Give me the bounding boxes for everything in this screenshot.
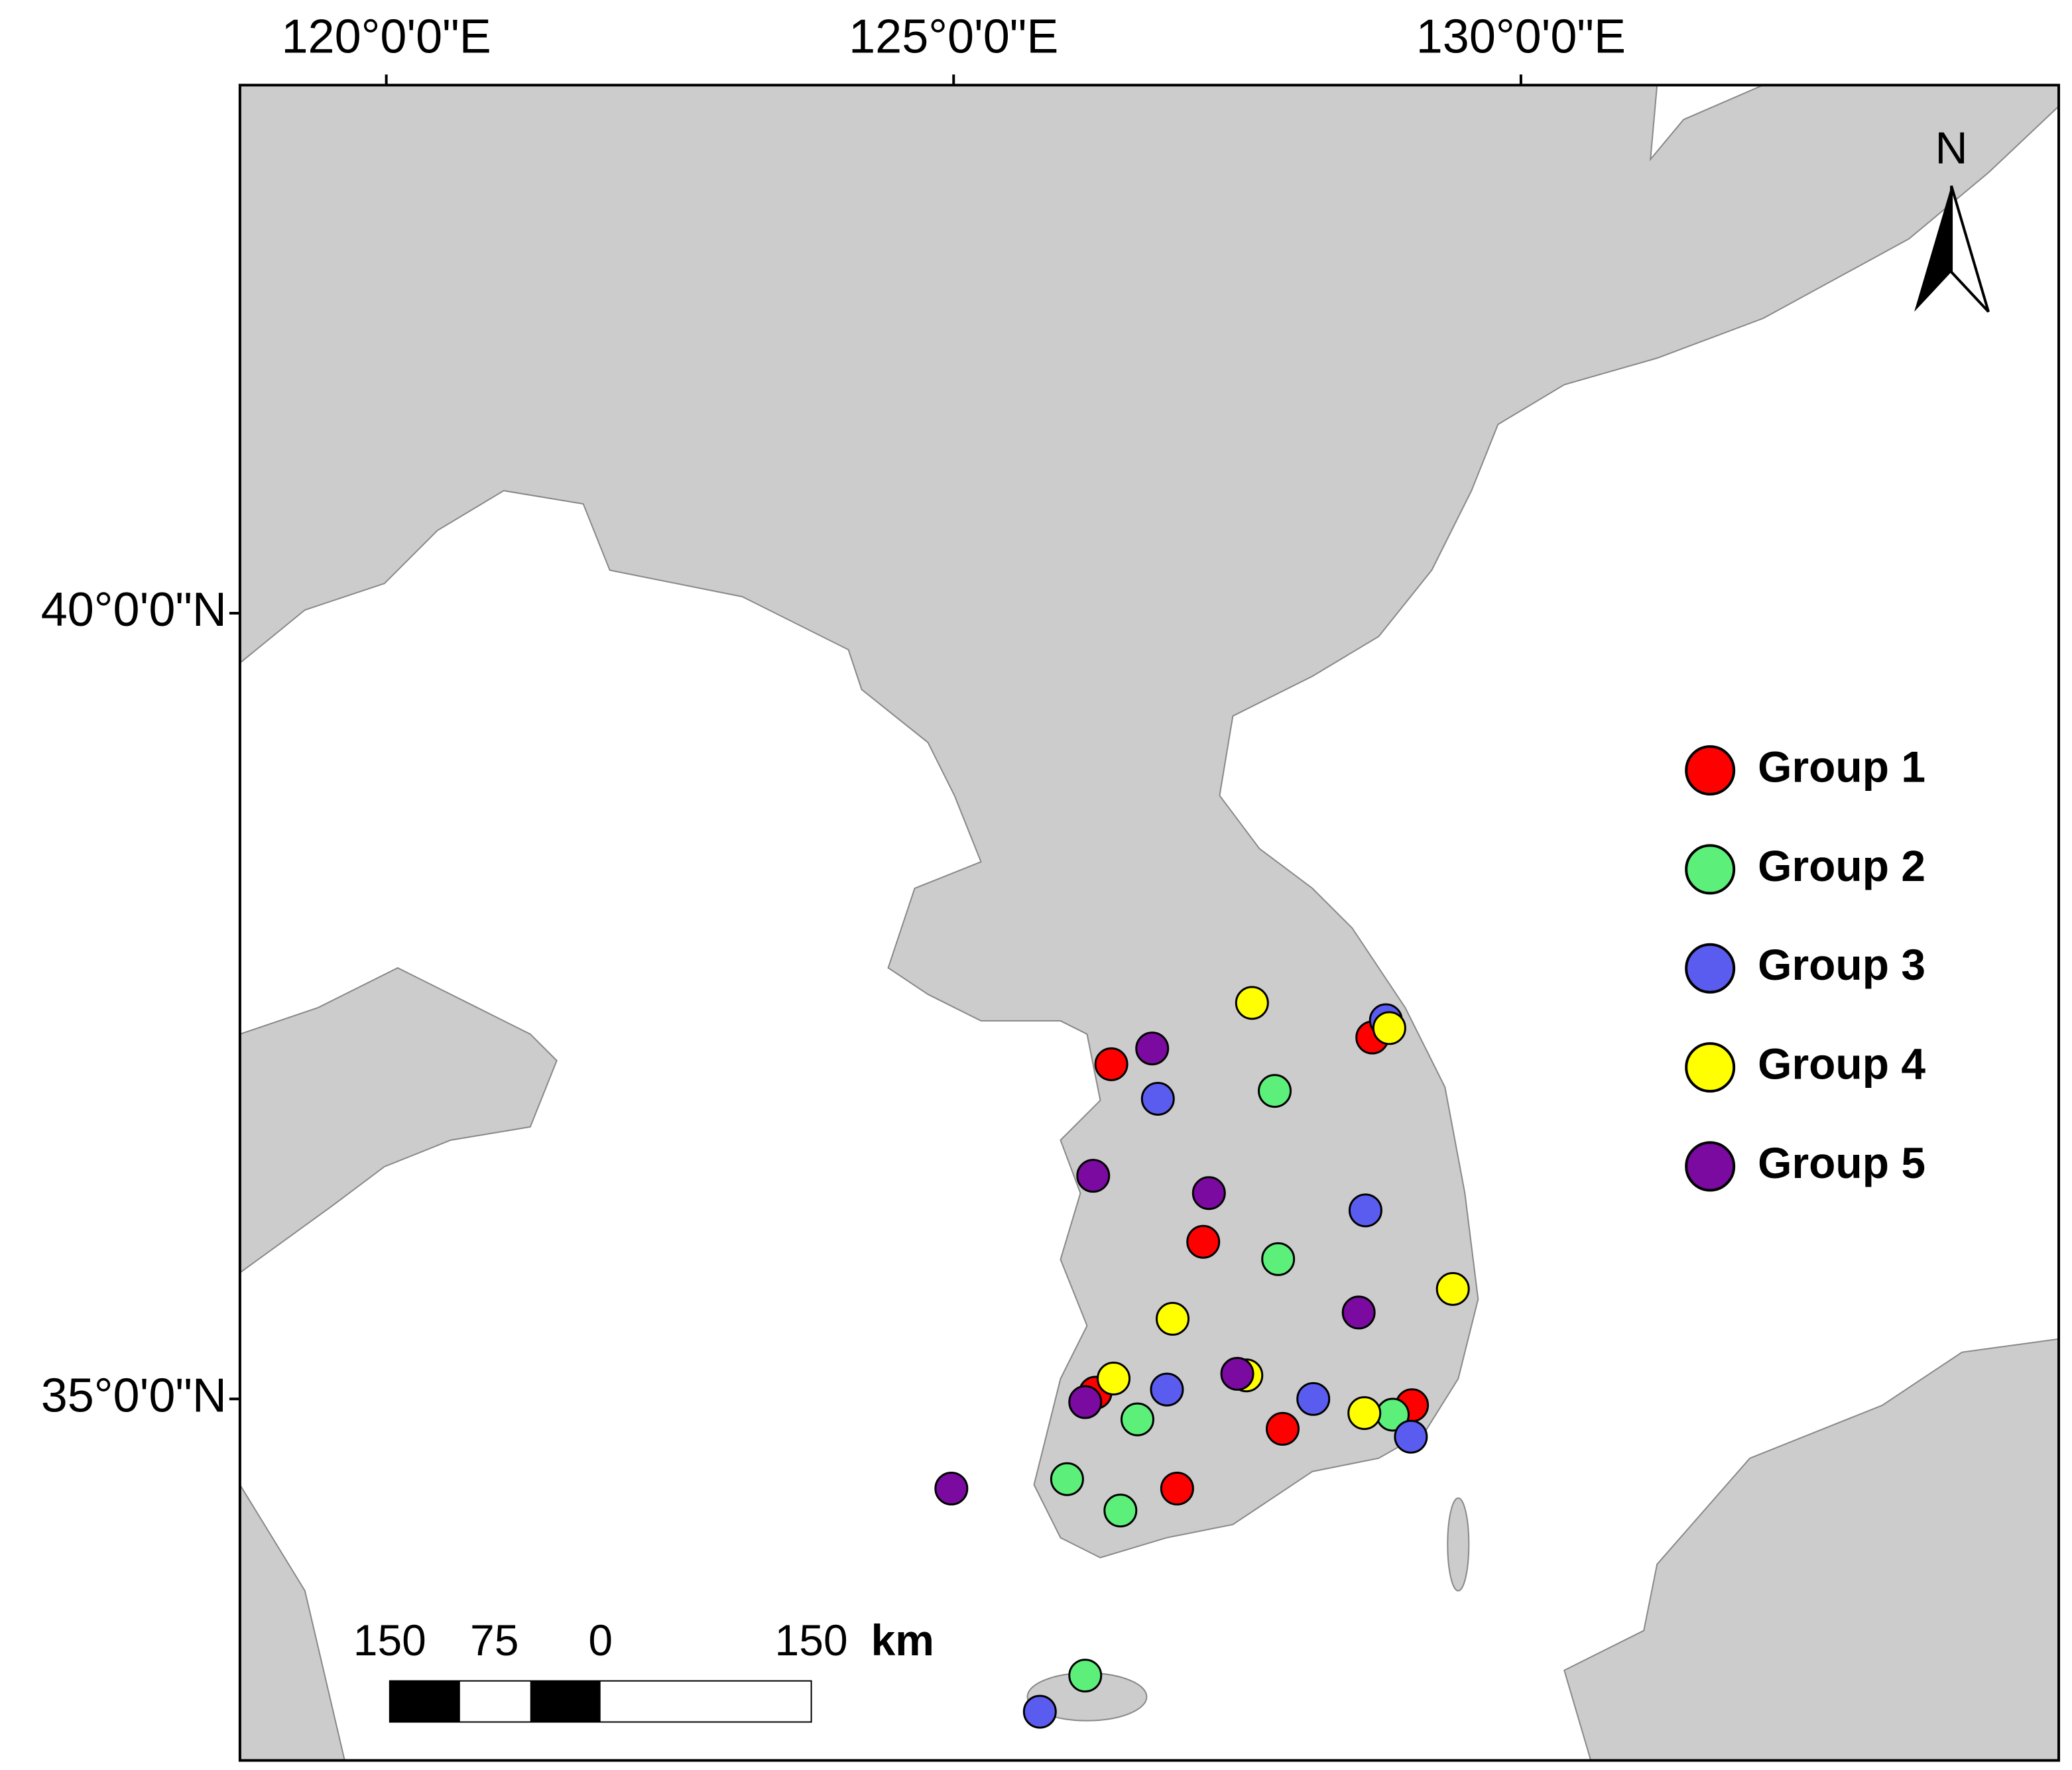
site-point	[1076, 1159, 1111, 1193]
north-label: N	[1935, 123, 1968, 173]
site-point	[1050, 1462, 1084, 1496]
site-point	[1372, 1011, 1406, 1045]
site-point	[1394, 1419, 1428, 1454]
site-point	[1261, 1242, 1296, 1276]
site-point	[1347, 1396, 1382, 1431]
site-point	[1186, 1224, 1221, 1259]
scale-label: 0	[588, 1616, 613, 1665]
scale-bar-segment	[389, 1681, 460, 1722]
legend-label: Group 4	[1758, 1039, 1925, 1089]
x-tick-label: 120°0'0"E	[282, 10, 491, 63]
site-point	[1156, 1301, 1190, 1336]
scale-unit: km	[871, 1616, 934, 1665]
site-point	[1135, 1032, 1170, 1066]
scale-bar: 150 75 0 150 km	[353, 1616, 934, 1723]
land-southwest	[239, 1483, 345, 1761]
legend-label: Group 5	[1758, 1138, 1925, 1187]
site-point	[1191, 1176, 1226, 1210]
scale-bar-segment	[530, 1681, 601, 1722]
legend-swatch	[1685, 943, 1736, 994]
land-mainland	[239, 85, 2059, 1559]
y-tick-label: 40°0'0"N	[41, 583, 227, 636]
site-point	[1348, 1193, 1382, 1228]
land-tsushima	[1447, 1497, 1470, 1592]
site-point	[1341, 1295, 1376, 1330]
site-point	[1435, 1271, 1470, 1306]
site-point	[1235, 986, 1269, 1020]
legend-swatch	[1685, 844, 1736, 895]
legend-swatch	[1685, 1042, 1736, 1093]
frame	[238, 84, 2061, 1762]
site-point	[1160, 1471, 1194, 1505]
land-shandong	[239, 967, 558, 1274]
site-point	[1103, 1494, 1138, 1528]
site-point	[1120, 1402, 1154, 1437]
legend-label: Group 1	[1758, 742, 1925, 791]
land	[239, 85, 2059, 1761]
site-point	[1068, 1385, 1103, 1419]
legend-label: Group 2	[1758, 841, 1925, 890]
x-tick-label: 125°0'0"E	[849, 10, 1058, 63]
north-arrow-right	[1950, 185, 1990, 313]
site-point	[1140, 1082, 1175, 1116]
scale-label: 150	[775, 1616, 848, 1665]
site-point	[934, 1471, 969, 1505]
y-tick-label: 35°0'0"N	[41, 1369, 227, 1422]
site-point	[1094, 1047, 1128, 1081]
legend-label: Group 3	[1758, 940, 1925, 989]
site-point	[1266, 1411, 1300, 1446]
site-point	[1068, 1659, 1103, 1693]
scale-label: 75	[470, 1616, 518, 1665]
legend-swatch	[1685, 1141, 1736, 1192]
site-point	[1296, 1382, 1331, 1416]
land-japan	[1563, 1338, 2059, 1761]
site-point	[1150, 1372, 1184, 1407]
site-point	[1258, 1074, 1292, 1108]
site-point	[1097, 1361, 1131, 1395]
site-point	[1022, 1694, 1057, 1729]
x-tick-label: 130°0'0"E	[1416, 10, 1626, 63]
legend-swatch	[1685, 745, 1736, 796]
site-point	[1220, 1356, 1254, 1391]
scale-label: 150	[353, 1616, 426, 1665]
